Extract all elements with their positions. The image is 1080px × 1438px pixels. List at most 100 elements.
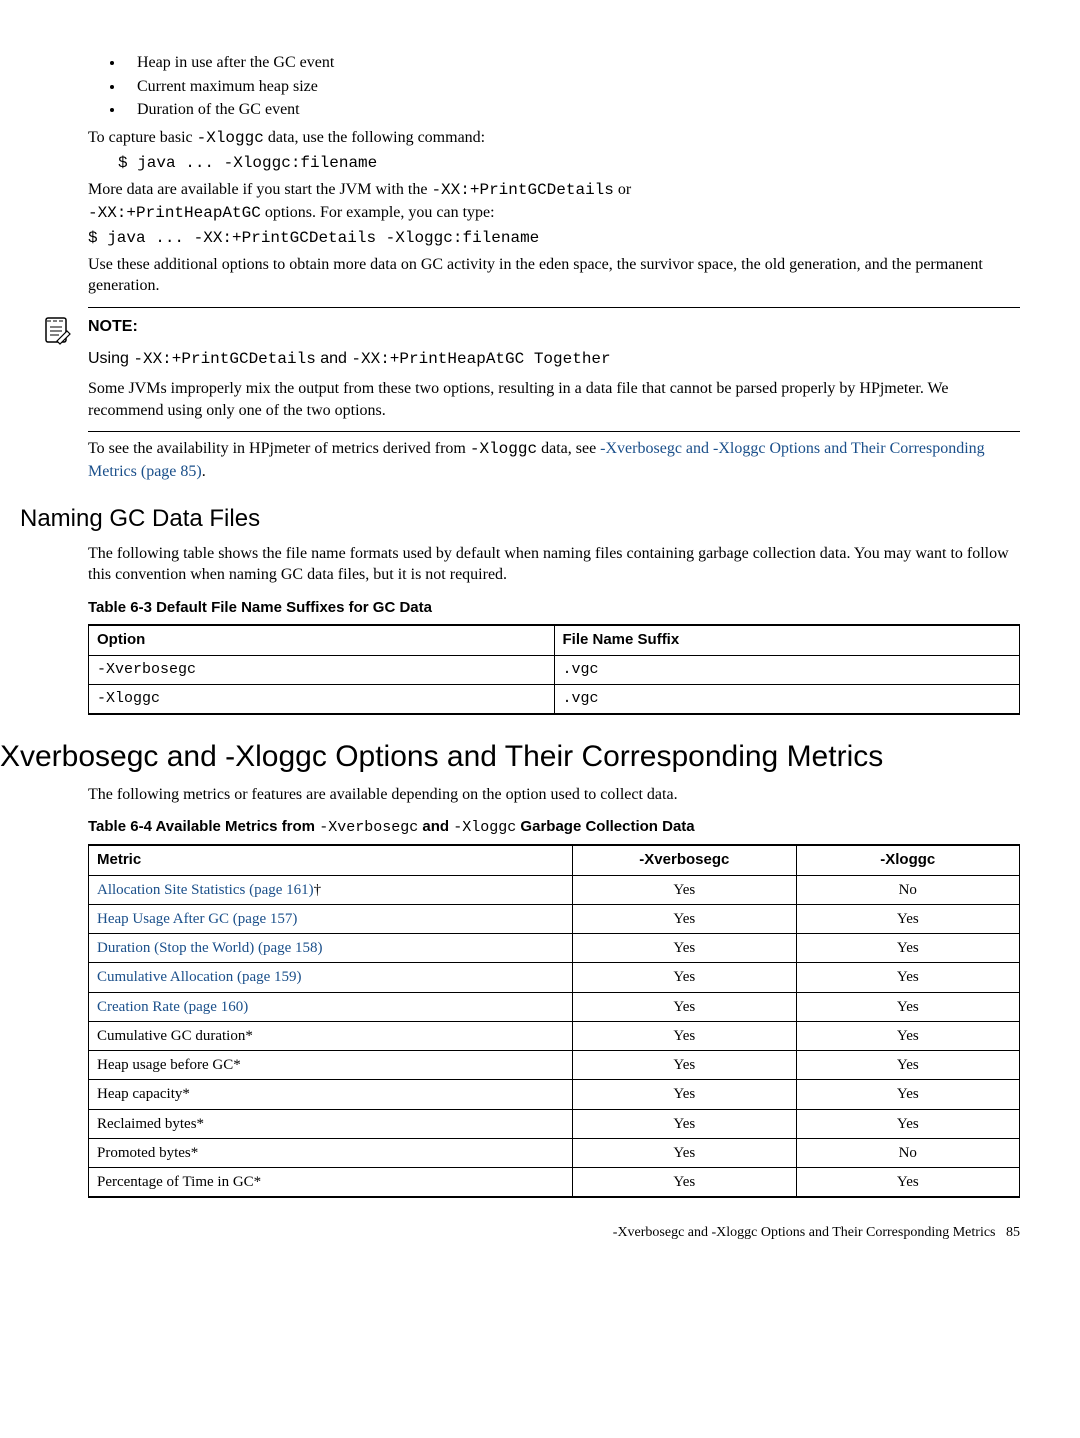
table-row: Heap Usage After GC (page 157)YesYes	[89, 904, 1020, 933]
page-number: 85	[1006, 1225, 1020, 1240]
table-header-row: Metric -Xverbosegc -Xloggc	[89, 845, 1020, 875]
col-header: -Xloggc	[796, 845, 1019, 875]
table-row: Reclaimed bytes*YesYes	[89, 1109, 1020, 1138]
footer-text: -Xverbosegc and -Xloggc Options and Thei…	[613, 1225, 996, 1240]
col-header: Option	[89, 625, 555, 655]
cell: Yes	[796, 1080, 1019, 1109]
cross-ref-link[interactable]: Heap Usage After GC (page 157)	[97, 911, 297, 927]
cell: Reclaimed bytes*	[89, 1109, 573, 1138]
cell: Yes	[573, 1168, 796, 1198]
inline-code: -Xloggc	[453, 819, 516, 836]
cell: Heap capacity*	[89, 1080, 573, 1109]
table-64: Metric -Xverbosegc -Xloggc Allocation Si…	[88, 844, 1020, 1198]
text: and	[418, 818, 453, 835]
cell: Heap Usage After GC (page 157)	[89, 904, 573, 933]
paragraph: More data are available if you start the…	[88, 179, 1020, 224]
cell: Yes	[573, 1051, 796, 1080]
table-row: Promoted bytes*YesNo	[89, 1138, 1020, 1167]
divider	[88, 431, 1020, 432]
table-caption: Table 6-4 Available Metrics from -Xverbo…	[88, 817, 1020, 838]
paragraph: The following metrics or features are av…	[88, 784, 1020, 806]
cell: Heap usage before GC*	[89, 1051, 573, 1080]
inline-code: -Xloggc	[470, 440, 537, 458]
cell: Yes	[573, 875, 796, 904]
note-body: Some JVMs improperly mix the output from…	[88, 378, 1020, 421]
cell: -Xloggc	[89, 684, 555, 714]
paragraph: To capture basic -Xloggc data, use the f…	[88, 127, 1020, 150]
cell: Allocation Site Statistics (page 161)†	[89, 875, 573, 904]
table-row: Cumulative GC duration*YesYes	[89, 1021, 1020, 1050]
cell: No	[796, 1138, 1019, 1167]
cell: Cumulative Allocation (page 159)	[89, 963, 573, 992]
table-row: Cumulative Allocation (page 159) YesYes	[89, 963, 1020, 992]
note-label: NOTE:	[88, 316, 1020, 338]
list-item: Heap in use after the GC event	[125, 52, 1020, 74]
inline-code: -Xloggc	[197, 129, 264, 147]
table-63: Option File Name Suffix -Xverbosegc .vgc…	[88, 624, 1020, 715]
text: .	[202, 463, 206, 480]
cross-ref-link[interactable]: Cumulative Allocation (page 159)	[97, 969, 302, 985]
inline-code: -XX:+PrintGCDetails	[431, 181, 613, 199]
col-header: -Xverbosegc	[573, 845, 796, 875]
text: To see the availability in HPjmeter of m…	[88, 440, 470, 457]
text: To capture basic	[88, 129, 197, 146]
cell: Yes	[796, 1051, 1019, 1080]
cell: .vgc	[554, 684, 1020, 714]
cell: Yes	[796, 1021, 1019, 1050]
note-line: Using -XX:+PrintGCDetails and -XX:+Print…	[88, 348, 1020, 371]
cell: Yes	[796, 992, 1019, 1021]
inline-code: -XX:+PrintHeapAtGC	[351, 350, 524, 368]
cell: Yes	[573, 1080, 796, 1109]
paragraph: Use these additional options to obtain m…	[88, 254, 1020, 297]
cross-ref-link[interactable]: Allocation Site Statistics (page 161)	[97, 882, 314, 898]
text: Using	[88, 350, 133, 367]
table-row: -Xloggc .vgc	[89, 684, 1020, 714]
cell: Yes	[573, 992, 796, 1021]
command-block: $ java ... -Xloggc:filename	[118, 153, 1020, 175]
text: or	[614, 181, 631, 198]
text: Garbage Collection Data	[516, 818, 694, 835]
inline-code: -Xverbosegc	[319, 819, 418, 836]
cell: Yes	[796, 963, 1019, 992]
cell: Yes	[796, 934, 1019, 963]
text: options. For example, you can type:	[261, 204, 495, 221]
table-row: Percentage of Time in GC*YesYes	[89, 1168, 1020, 1198]
text: Table 6-4 Available Metrics from	[88, 818, 319, 835]
page-content: Heap in use after the GC event Current m…	[60, 52, 1020, 1243]
table-row: -Xverbosegc .vgc	[89, 655, 1020, 684]
list-item: Current maximum heap size	[125, 76, 1020, 98]
cell: No	[796, 875, 1019, 904]
cross-ref-link[interactable]: Creation Rate (page 160)	[97, 999, 248, 1015]
note-icon	[38, 315, 74, 352]
cell: -Xverbosegc	[89, 655, 555, 684]
cell: Yes	[573, 1109, 796, 1138]
cell: Yes	[573, 1021, 796, 1050]
inline-code: -XX:+PrintGCDetails	[133, 350, 315, 368]
cell: Percentage of Time in GC*	[89, 1168, 573, 1198]
section-heading: -Xverbosegc and -Xloggc Options and Thei…	[0, 737, 1020, 778]
table-header-row: Option File Name Suffix	[89, 625, 1020, 655]
table-row: Heap capacity*YesYes	[89, 1080, 1020, 1109]
text: and	[316, 350, 352, 367]
note-block: NOTE: Using -XX:+PrintGCDetails and -XX:…	[88, 307, 1020, 432]
text: More data are available if you start the…	[88, 181, 431, 198]
cell: Cumulative GC duration*	[89, 1021, 573, 1050]
cell: Yes	[573, 1138, 796, 1167]
cell: .vgc	[554, 655, 1020, 684]
cell: Duration (Stop the World) (page 158)	[89, 934, 573, 963]
text: data, use the following command:	[264, 129, 485, 146]
divider	[88, 307, 1020, 308]
list-item: Duration of the GC event	[125, 99, 1020, 121]
col-header: File Name Suffix	[554, 625, 1020, 655]
cell: Yes	[573, 963, 796, 992]
table-row: Heap usage before GC*YesYes	[89, 1051, 1020, 1080]
page-footer: -Xverbosegc and -Xloggc Options and Thei…	[60, 1224, 1020, 1243]
inline-code: -XX:+PrintHeapAtGC	[88, 204, 261, 222]
table-row: Allocation Site Statistics (page 161)†Ye…	[89, 875, 1020, 904]
cross-ref-link[interactable]: Duration (Stop the World) (page 158)	[97, 940, 323, 956]
section-heading: Naming GC Data Files	[20, 503, 1020, 535]
command-block: $ java ... -XX:+PrintGCDetails -Xloggc:f…	[88, 228, 1020, 250]
cell: Creation Rate (page 160)	[89, 992, 573, 1021]
text: Together	[524, 350, 610, 368]
paragraph: The following table shows the file name …	[88, 543, 1020, 586]
